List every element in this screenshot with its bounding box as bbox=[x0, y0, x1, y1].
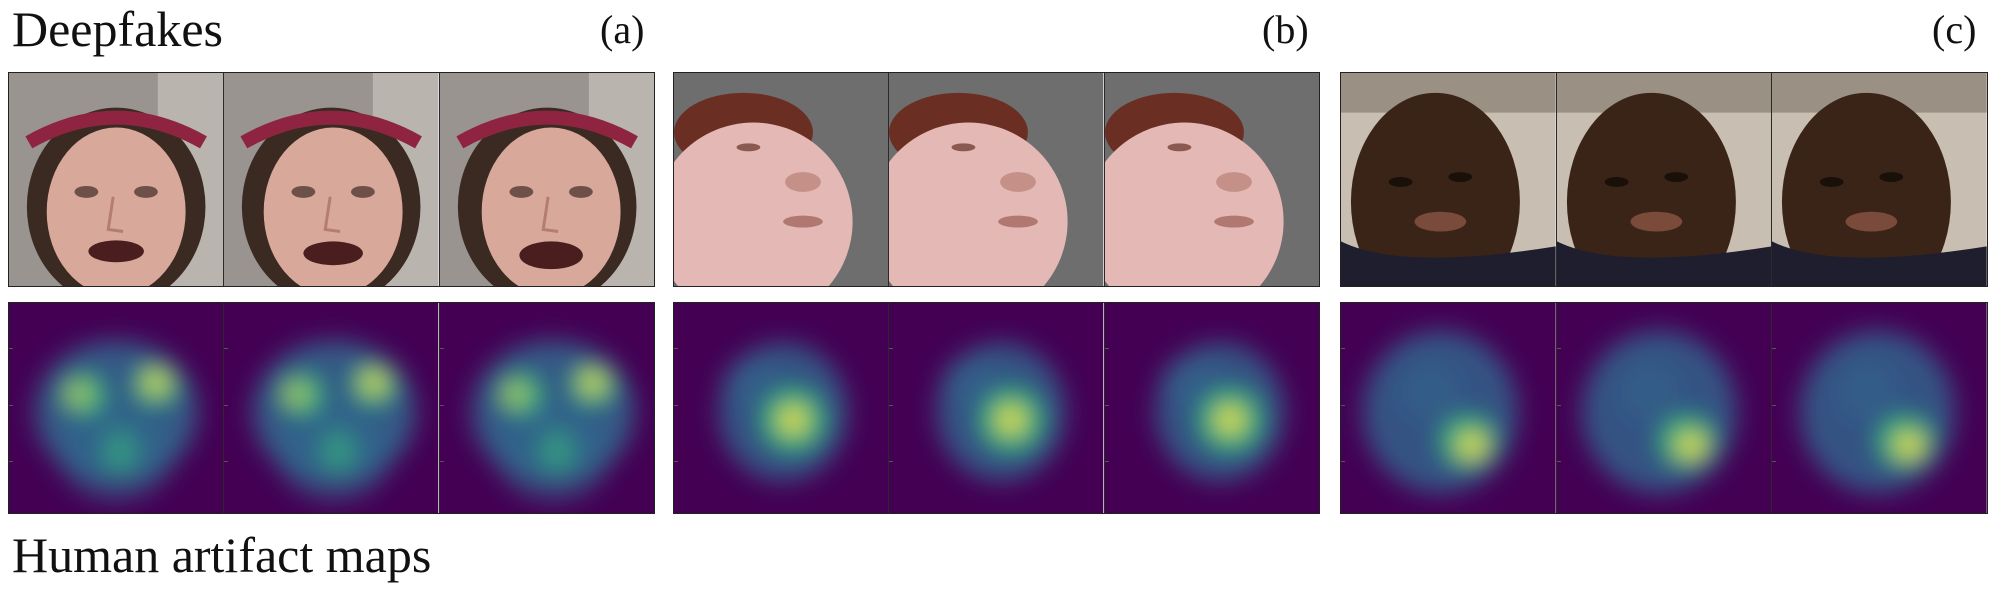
panel-label-a: (a) bbox=[600, 7, 645, 52]
heatmap-frame bbox=[674, 303, 890, 513]
axis-tick bbox=[1556, 347, 1561, 349]
panel-label-b: (b) bbox=[1262, 7, 1309, 52]
axis-tick bbox=[674, 405, 678, 407]
axis-tick bbox=[1104, 405, 1109, 407]
face-frame bbox=[1104, 73, 1319, 286]
heatmap-blob bbox=[287, 386, 306, 403]
heatmap-blob bbox=[1160, 357, 1220, 408]
heatmap-blob bbox=[582, 373, 603, 392]
axis-tick bbox=[674, 461, 678, 463]
heatmap-blob bbox=[320, 429, 357, 474]
panel-a-face-strip bbox=[8, 72, 655, 287]
axis-tick bbox=[1341, 461, 1345, 463]
axis-tick bbox=[9, 461, 13, 463]
axis-tick bbox=[1556, 461, 1561, 463]
heatmap-blob bbox=[538, 429, 575, 474]
heatmap-blob bbox=[1619, 362, 1679, 422]
axis-tick bbox=[1772, 347, 1777, 349]
face-frame bbox=[1341, 73, 1557, 286]
axis-tick bbox=[224, 405, 229, 407]
heatmap-blob bbox=[1678, 434, 1703, 457]
axis-tick bbox=[674, 347, 678, 349]
axis-tick bbox=[9, 405, 13, 407]
heatmap-frame bbox=[889, 303, 1105, 513]
panel-a-heatmap-strip bbox=[8, 302, 655, 514]
face-frame bbox=[889, 73, 1105, 286]
panel-b-heatmap-strip bbox=[673, 302, 1320, 514]
face-frame bbox=[674, 73, 890, 286]
axis-tick bbox=[1772, 461, 1777, 463]
face-frame bbox=[439, 73, 654, 286]
axis-tick bbox=[224, 347, 229, 349]
axis-tick bbox=[439, 405, 444, 407]
axis-tick bbox=[889, 347, 894, 349]
heatmap-frame bbox=[1772, 303, 1987, 513]
heatmap-frame bbox=[224, 303, 440, 513]
axis-tick bbox=[1556, 405, 1561, 407]
face-frame bbox=[224, 73, 440, 286]
axis-tick bbox=[9, 347, 13, 349]
heatmap-blob bbox=[723, 357, 784, 408]
heatmap-frame bbox=[9, 303, 225, 513]
heatmap-frame bbox=[1104, 303, 1319, 513]
heatmap-blob bbox=[1837, 362, 1898, 422]
axis-tick bbox=[1341, 405, 1345, 407]
heatmap-frame bbox=[439, 303, 654, 513]
heatmap-blob bbox=[1217, 408, 1242, 432]
heatmap-blob bbox=[102, 429, 138, 474]
heatmap-blob bbox=[781, 408, 805, 432]
heatmap-blob bbox=[364, 373, 385, 392]
panel-label-c: (c) bbox=[1932, 7, 1977, 52]
axis-tick bbox=[1104, 461, 1109, 463]
heatmap-blob bbox=[1897, 434, 1922, 457]
axis-tick bbox=[1772, 405, 1777, 407]
heatmap-blob bbox=[941, 357, 1002, 408]
heatmap-blob bbox=[145, 373, 166, 392]
artifact-maps-title: Human artifact maps bbox=[12, 527, 432, 583]
axis-tick bbox=[439, 347, 444, 349]
deepfakes-title: Deepfakes bbox=[12, 1, 223, 57]
axis-tick bbox=[889, 461, 894, 463]
panel-c-face-strip bbox=[1340, 72, 1988, 287]
panel-b-face-strip bbox=[673, 72, 1320, 287]
axis-tick bbox=[439, 461, 444, 463]
axis-tick bbox=[1341, 347, 1345, 349]
heatmap-frame bbox=[1556, 303, 1773, 513]
heatmap-blob bbox=[1460, 434, 1485, 457]
axis-tick bbox=[224, 461, 229, 463]
face-frame bbox=[1556, 73, 1773, 286]
heatmap-blob bbox=[506, 386, 524, 403]
axis-tick bbox=[1104, 347, 1109, 349]
axis-tick bbox=[889, 405, 894, 407]
heatmap-blob bbox=[999, 408, 1024, 432]
heatmap-frame bbox=[1341, 303, 1557, 513]
face-frame bbox=[9, 73, 225, 286]
face-frame bbox=[1772, 73, 1987, 286]
heatmap-blob bbox=[1400, 362, 1461, 422]
panel-c-heatmap-strip bbox=[1340, 302, 1988, 514]
heatmap-blob bbox=[69, 386, 88, 403]
